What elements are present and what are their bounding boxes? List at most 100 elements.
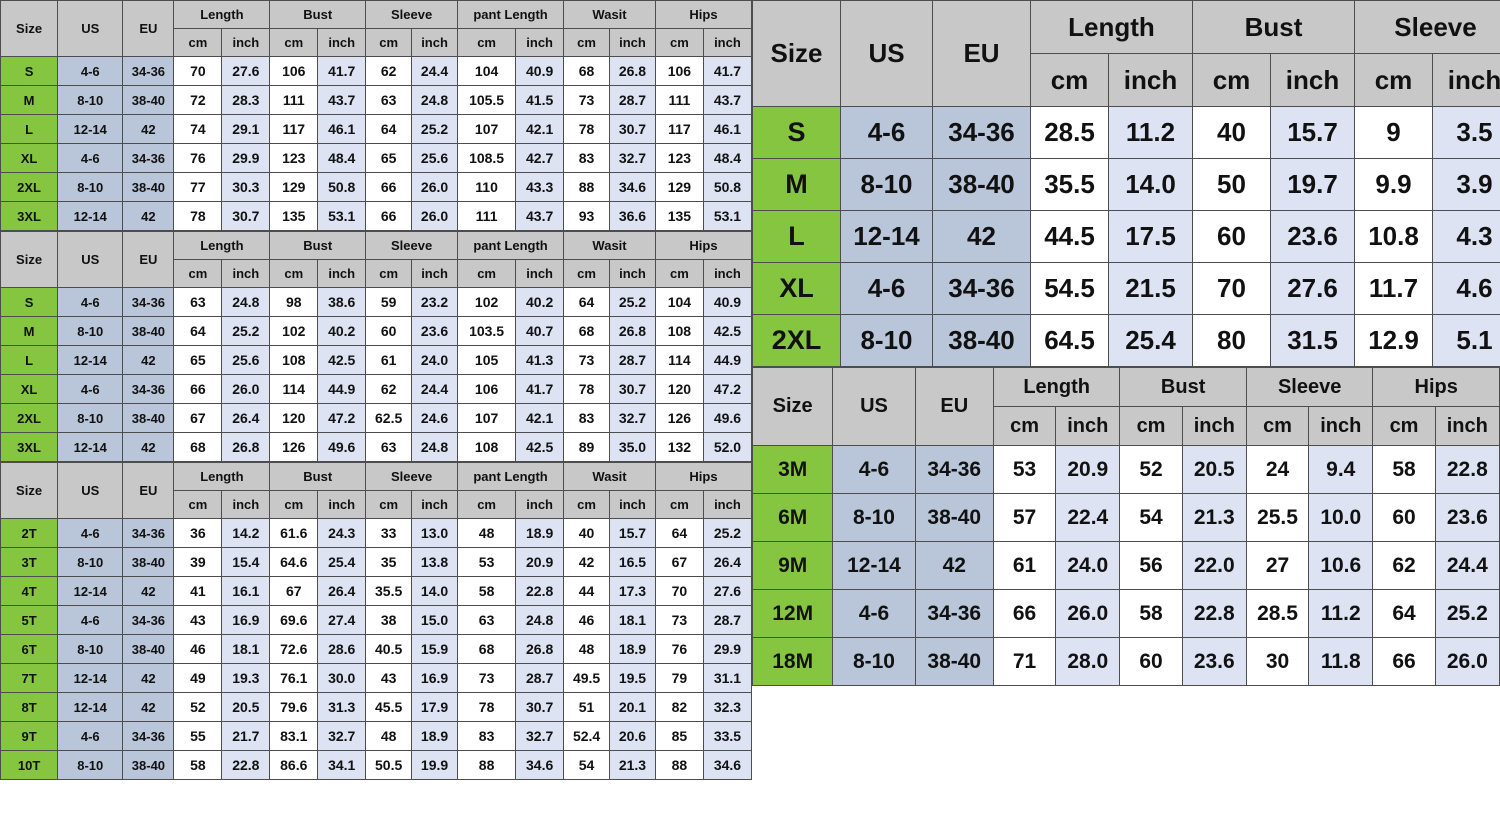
measurement-cell-cm: 88 [655, 751, 703, 780]
measurement-cell-cm: 76.1 [270, 664, 318, 693]
measurement-cell-inch: 28.3 [222, 86, 270, 115]
measurement-cell-cm: 108 [270, 346, 318, 375]
us-cell: 8-10 [833, 638, 915, 686]
eu-header: EU [123, 463, 174, 519]
measurement-cell-cm: 71 [993, 638, 1055, 686]
eu-cell: 34-36 [123, 722, 174, 751]
measurement-cell-inch: 23.6 [1271, 211, 1355, 263]
measurement-cell-inch: 29.9 [222, 144, 270, 173]
us-cell: 8-10 [58, 173, 123, 202]
size-cell: M [1, 86, 58, 115]
measurement-cell-cm: 24 [1246, 446, 1308, 494]
measurement-cell-cm: 68 [564, 57, 610, 86]
size-header: Size [753, 368, 833, 446]
measurement-cell-cm: 61 [993, 542, 1055, 590]
measurement-cell-cm: 60 [1120, 638, 1182, 686]
us-cell: 8-10 [58, 317, 123, 346]
measurement-cell-inch: 30.3 [222, 173, 270, 202]
measurement-cell-cm: 38 [366, 606, 412, 635]
measurement-cell-inch: 22.8 [1435, 446, 1499, 494]
measure-group-header: pant Length [458, 463, 564, 491]
measurement-cell-inch: 19.5 [610, 664, 656, 693]
unit-header-cm: cm [564, 491, 610, 519]
measurement-cell-inch: 50.8 [318, 173, 366, 202]
unit-header-inch: inch [1182, 407, 1246, 446]
measurement-cell-inch: 23.6 [1182, 638, 1246, 686]
measurement-cell-cm: 62 [366, 375, 412, 404]
measurement-cell-cm: 126 [655, 404, 703, 433]
measurement-cell-cm: 30 [1246, 638, 1308, 686]
unit-header-inch: inch [318, 260, 366, 288]
measure-group-header: Sleeve [1355, 1, 1500, 54]
us-header: US [841, 1, 933, 107]
measurement-cell-inch: 4.3 [1433, 211, 1500, 263]
measurement-cell-inch: 34.6 [516, 751, 564, 780]
measurement-cell-cm: 104 [458, 57, 516, 86]
measurement-cell-inch: 26.4 [222, 404, 270, 433]
measurement-cell-inch: 38.6 [318, 288, 366, 317]
measurement-cell-inch: 27.6 [1271, 263, 1355, 315]
eu-header: EU [933, 1, 1031, 107]
measure-group-header: Wasit [564, 232, 656, 260]
measurement-cell-inch: 32.3 [703, 693, 751, 722]
measurement-cell-cm: 108.5 [458, 144, 516, 173]
measurement-cell-inch: 17.5 [1109, 211, 1193, 263]
unit-header-inch: inch [222, 491, 270, 519]
us-cell: 4-6 [58, 519, 123, 548]
measurement-cell-cm: 51 [564, 693, 610, 722]
measurement-cell-inch: 20.9 [1056, 446, 1120, 494]
measure-group-header: Sleeve [366, 463, 458, 491]
measurement-cell-inch: 13.0 [412, 519, 458, 548]
measurement-cell-cm: 120 [655, 375, 703, 404]
measurement-cell-cm: 11.7 [1355, 263, 1433, 315]
measurement-cell-inch: 26.8 [610, 317, 656, 346]
measurement-cell-inch: 16.9 [222, 606, 270, 635]
unit-header-cm: cm [174, 491, 222, 519]
eu-cell: 38-40 [915, 494, 993, 542]
eu-cell: 42 [123, 693, 174, 722]
measurement-cell-inch: 42.1 [516, 404, 564, 433]
measurement-cell-cm: 60 [1373, 494, 1435, 542]
measure-group-header: Wasit [564, 1, 656, 29]
measurement-cell-cm: 73 [564, 86, 610, 115]
measurement-cell-cm: 25.5 [1246, 494, 1308, 542]
us-cell: 4-6 [58, 606, 123, 635]
measurement-cell-inch: 25.4 [1109, 315, 1193, 367]
us-cell: 8-10 [841, 159, 933, 211]
us-cell: 12-14 [58, 664, 123, 693]
measurement-cell-inch: 34.1 [318, 751, 366, 780]
eu-cell: 34-36 [123, 375, 174, 404]
measurement-cell-cm: 63 [366, 433, 412, 462]
measurement-cell-inch: 31.3 [318, 693, 366, 722]
measurement-cell-cm: 46 [174, 635, 222, 664]
measurement-cell-cm: 103.5 [458, 317, 516, 346]
measurement-cell-cm: 48 [564, 635, 610, 664]
measurement-cell-inch: 22.0 [1182, 542, 1246, 590]
size-cell: L [1, 346, 58, 375]
measurement-cell-inch: 28.0 [1056, 638, 1120, 686]
measurement-cell-cm: 45.5 [366, 693, 412, 722]
measurement-cell-cm: 98 [270, 288, 318, 317]
us-cell: 12-14 [58, 115, 123, 144]
us-cell: 12-14 [841, 211, 933, 263]
unit-header-inch: inch [412, 260, 458, 288]
measurement-cell-cm: 52 [1120, 446, 1182, 494]
measurement-cell-cm: 35 [366, 548, 412, 577]
measurement-cell-inch: 28.7 [610, 86, 656, 115]
eu-cell: 38-40 [123, 751, 174, 780]
size-cell: 2T [1, 519, 58, 548]
measurement-cell-cm: 88 [458, 751, 516, 780]
measurement-cell-cm: 108 [655, 317, 703, 346]
measurement-cell-cm: 107 [458, 115, 516, 144]
size-cell: 3T [1, 548, 58, 577]
eu-cell: 34-36 [933, 263, 1031, 315]
eu-header: EU [123, 1, 174, 57]
